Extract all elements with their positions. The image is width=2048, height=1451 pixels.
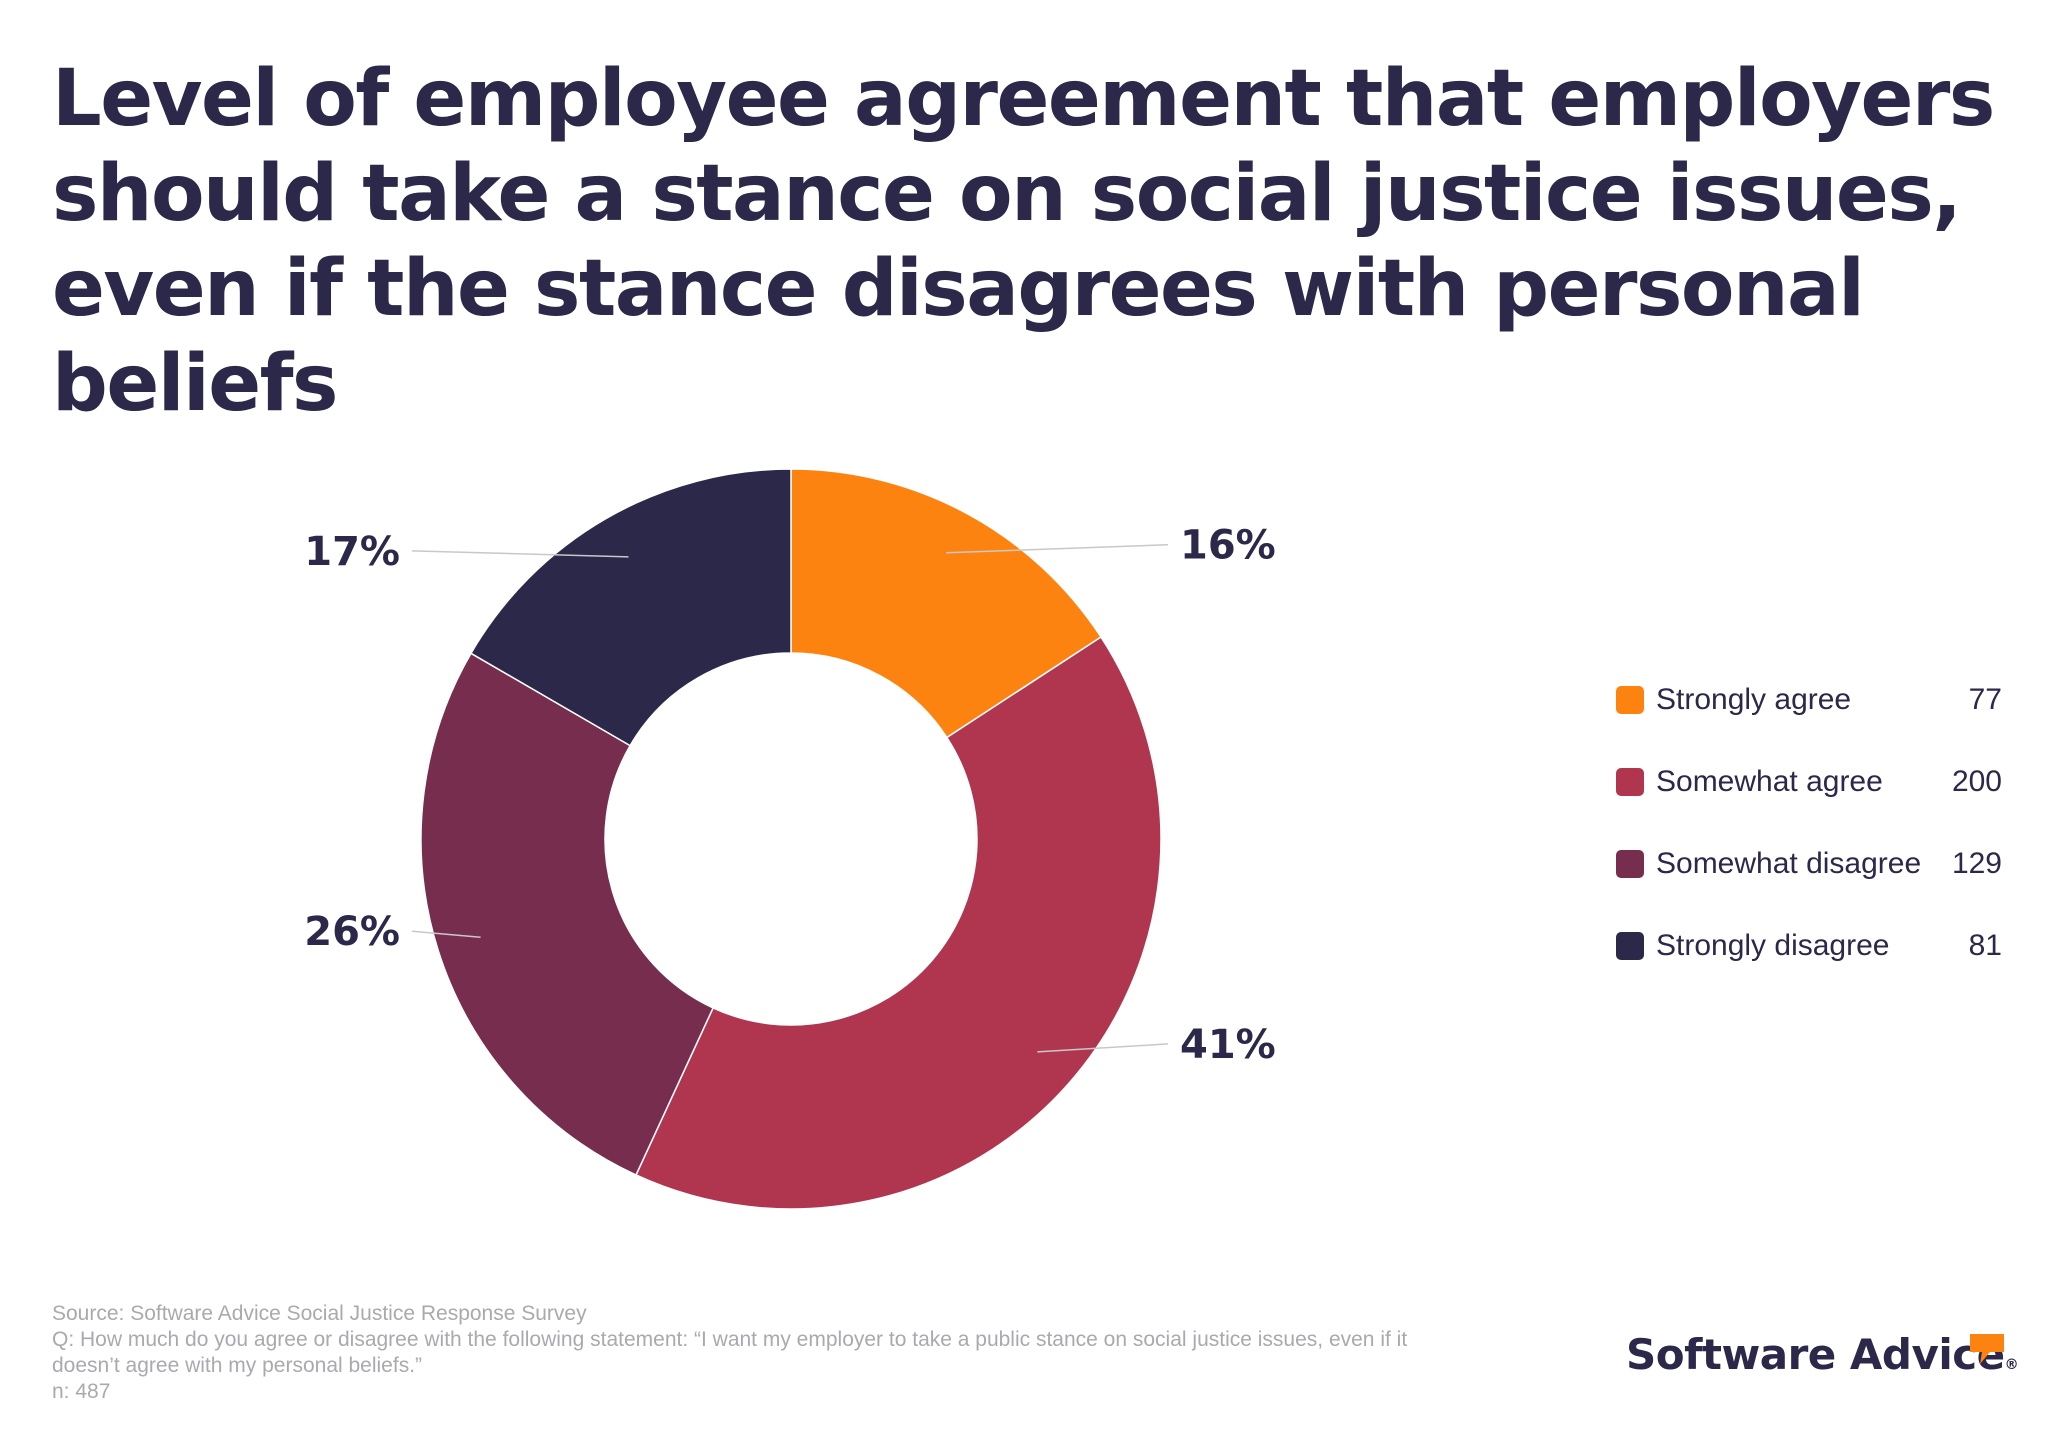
percent-label-strongly-disagree: 17% [304, 529, 400, 575]
legend-swatch [1616, 850, 1644, 878]
footnote: Source: Software Advice Social Justice R… [52, 1301, 1472, 1405]
legend-value: 129 [1951, 847, 2002, 880]
leader-line-somewhat-agree [1037, 1043, 1169, 1053]
leader-line-strongly-agree [946, 543, 1169, 554]
legend-label: Somewhat agree [1656, 765, 1883, 798]
legend-value: 200 [1951, 765, 2002, 798]
software-advice-logo: Software Advice® [1626, 1330, 2019, 1379]
legend-label: Strongly disagree [1656, 929, 1890, 962]
percent-label-strongly-agree: 16% [1180, 523, 1276, 569]
percent-label-somewhat-disagree: 26% [304, 909, 400, 955]
legend-swatch [1616, 932, 1644, 960]
percent-labels: 16% 41% 26% 17% [304, 523, 1276, 1068]
legend: Strongly agree 77 Somewhat agree 200 Som… [1616, 677, 2002, 1005]
legend-label: Strongly agree [1656, 683, 1852, 716]
legend-label: Somewhat disagree [1656, 847, 1922, 880]
legend-item-somewhat-disagree: Somewhat disagree 129 [1616, 841, 2002, 923]
sample-size: n: 487 [52, 1380, 111, 1403]
logo-wordmark: Software Advice [1626, 1330, 2005, 1379]
registered-mark: ® [2004, 1357, 2019, 1373]
speech-bubble-icon [1970, 1334, 2004, 1364]
slice-strongly-disagree [469, 468, 792, 747]
slice-somewhat-agree [635, 636, 1162, 1210]
legend-value: 77 [1968, 683, 2002, 716]
leader-line-somewhat-disagree [411, 930, 481, 938]
legend-item-somewhat-agree: Somewhat agree 200 [1616, 759, 2002, 841]
source-note: Source: Software Advice Social Justice R… [52, 1302, 587, 1325]
leader-lines [411, 543, 1169, 1053]
legend-swatch [1616, 686, 1644, 714]
donut-slices [420, 468, 1162, 1210]
slice-strongly-agree [790, 468, 1103, 739]
percent-label-somewhat-agree: 41% [1180, 1022, 1276, 1068]
legend-swatch [1616, 768, 1644, 796]
legend-item-strongly-agree: Strongly agree 77 [1616, 677, 2002, 759]
chart-title: Level of employee agreement that employe… [52, 54, 1995, 429]
survey-question: Q: How much do you agree or disagree wit… [52, 1328, 1408, 1377]
legend-item-strongly-disagree: Strongly disagree 81 [1616, 923, 2002, 1005]
legend-value: 81 [1968, 929, 2002, 962]
leader-line-strongly-disagree [411, 550, 629, 558]
slice-somewhat-disagree [420, 652, 715, 1176]
